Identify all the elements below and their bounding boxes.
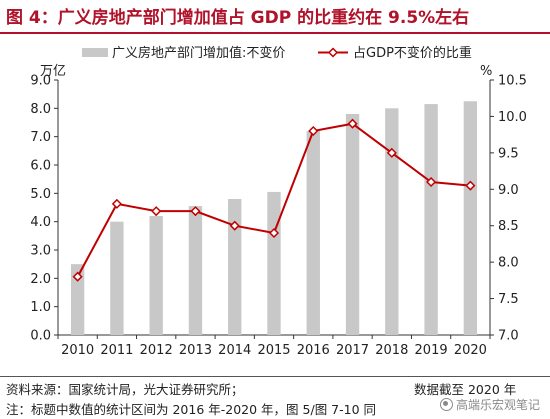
line-point — [229, 220, 240, 231]
legend-label-bar: 广义房地产部门增加值:不变价 — [112, 45, 285, 61]
bar — [149, 216, 163, 335]
y-right-tick-label: 10.0 — [498, 110, 527, 125]
line-point — [111, 198, 122, 209]
x-tick-label: 2015 — [257, 343, 290, 358]
x-tick-label: 2012 — [140, 343, 173, 358]
date-note: 数据截至 2020 年 — [414, 382, 517, 397]
x-tick-label: 2014 — [218, 343, 251, 358]
y-right-tick-label: 7.5 — [498, 292, 519, 307]
y-right-tick-label: 9.5 — [498, 146, 519, 161]
y-left-tick-label: 4.0 — [30, 215, 51, 230]
line-point — [268, 227, 280, 239]
bar — [345, 114, 360, 335]
line-point — [347, 118, 358, 129]
y-left-tick-label: 8.0 — [30, 102, 51, 117]
x-tick-label: 2010 — [61, 343, 94, 358]
line-point — [465, 180, 476, 191]
chart-title: 图 4：广义房地产部门增加值占 GDP 的比重约在 9.5%左右 — [6, 8, 470, 28]
title-bar: 图 4：广义房地产部门增加值占 GDP 的比重约在 9.5%左右 — [0, 0, 550, 34]
source-note: 资料来源：国家统计局，光大证券研究所； — [6, 382, 244, 397]
x-tick-label: 2018 — [375, 343, 408, 358]
y-left-tick-label: 7.0 — [30, 130, 51, 145]
x-tick-label: 2011 — [100, 343, 133, 358]
bar — [110, 221, 124, 335]
footer-divider — [0, 376, 550, 377]
bar — [70, 264, 85, 335]
y-left-tick-label: 2.0 — [30, 272, 51, 287]
y-left-tick-label: 5.0 — [30, 187, 51, 202]
legend-label-line: 占GDP不变价的比重 — [353, 45, 472, 61]
x-tick-label: 2020 — [454, 343, 487, 358]
y-right-tick-label: 9.0 — [498, 183, 519, 198]
bar — [385, 108, 399, 335]
footnote: 注：标题中数值的统计区间为 2016 年-2020 年，图 5/图 7-10 同 — [6, 402, 377, 417]
y-right-tick-label: 7.0 — [498, 329, 519, 344]
bar — [424, 104, 438, 335]
line-point — [72, 271, 83, 282]
watermark: 高端乐宏观笔记 — [437, 396, 542, 413]
bar — [188, 206, 203, 335]
y-left-tick-label: 0.0 — [30, 329, 51, 344]
watermark-text: 高端乐宏观笔记 — [455, 398, 540, 412]
line-point — [151, 206, 162, 217]
line-point — [190, 206, 201, 217]
y-left-tick-label: 9.0 — [30, 74, 51, 89]
bar — [306, 131, 320, 335]
wechat-icon — [439, 398, 453, 411]
y-left-tick-label: 3.0 — [30, 244, 51, 259]
x-tick-label: 2019 — [415, 343, 448, 358]
bar — [463, 101, 478, 335]
y-left-tick-label: 6.0 — [30, 159, 51, 174]
y-right-tick-label: 10.5 — [498, 74, 527, 89]
y-left-unit: 万亿 — [40, 64, 66, 79]
line-point — [386, 147, 397, 158]
y-right-unit: % — [480, 64, 492, 79]
legend-swatch-marker — [327, 47, 339, 58]
line-point — [426, 176, 437, 188]
y-left-tick-label: 1.0 — [30, 300, 51, 315]
line-point — [308, 125, 319, 137]
y-right-tick-label: 8.5 — [498, 219, 519, 234]
y-right-tick-label: 8.0 — [498, 256, 519, 271]
x-tick-label: 2016 — [297, 343, 330, 358]
bar — [228, 199, 242, 335]
legend-swatch-bar — [82, 48, 108, 57]
x-tick-label: 2017 — [336, 343, 369, 358]
x-tick-label: 2013 — [179, 343, 212, 358]
bar — [267, 191, 281, 335]
